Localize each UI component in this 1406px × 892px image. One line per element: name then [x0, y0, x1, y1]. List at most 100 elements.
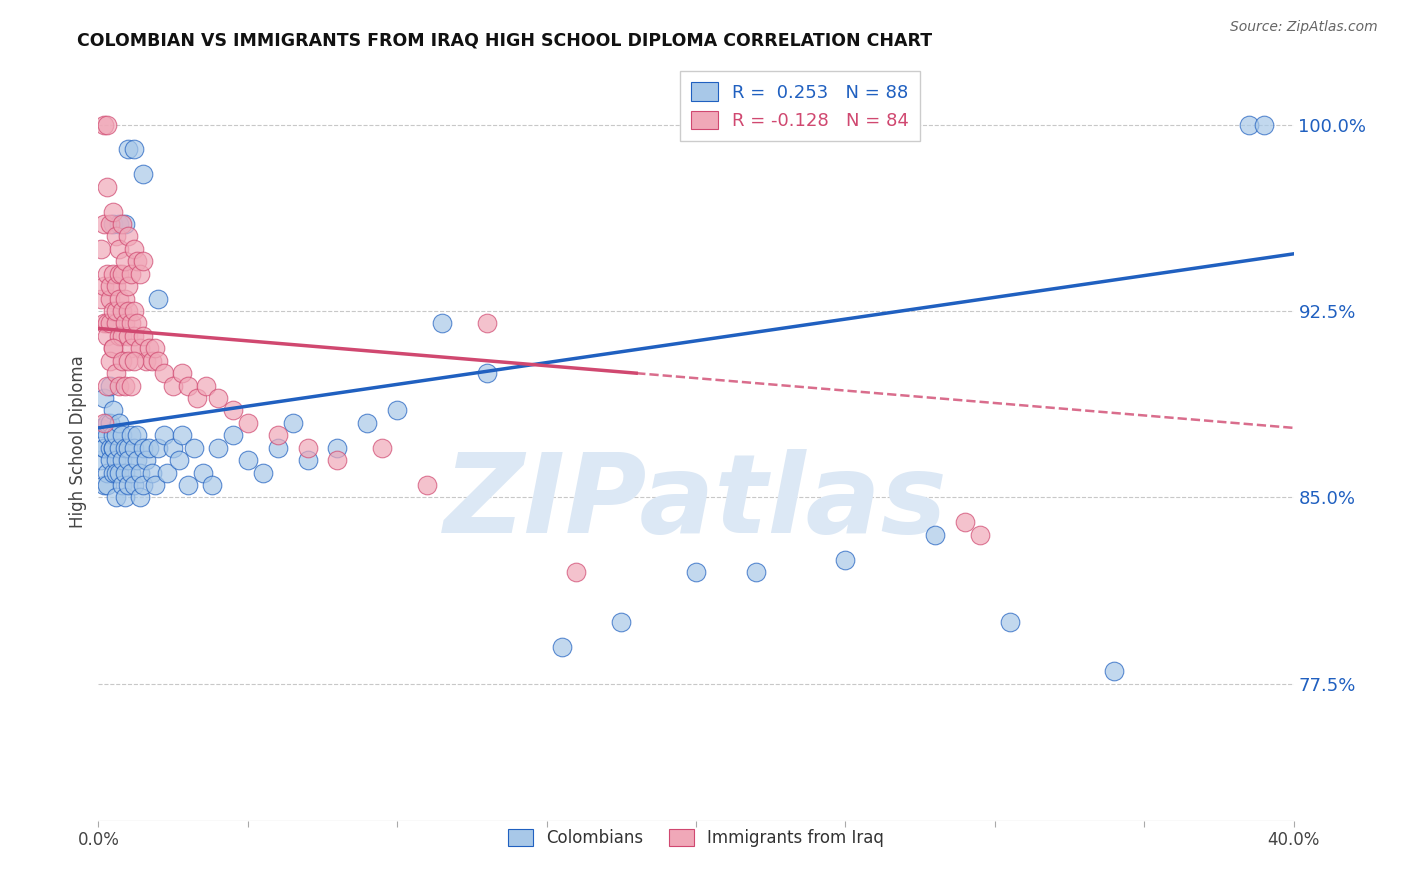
Point: [96, 428, 118, 442]
Point: [103, 304, 125, 318]
Point: [111, 267, 134, 281]
Point: [153, 428, 176, 442]
Point: [93, 441, 115, 455]
Point: [162, 441, 184, 455]
Point: [281, 416, 304, 430]
Legend: Colombians, Immigrants from Iraq: Colombians, Immigrants from Iraq: [502, 822, 890, 854]
Point: [111, 304, 134, 318]
Point: [96, 478, 118, 492]
Point: [129, 267, 152, 281]
Point: [475, 317, 498, 331]
Point: [98, 453, 122, 467]
Point: [103, 267, 125, 281]
Point: [297, 441, 319, 455]
Point: [172, 366, 194, 380]
Point: [186, 391, 208, 405]
Point: [105, 304, 128, 318]
Point: [111, 217, 134, 231]
Point: [114, 441, 136, 455]
Point: [108, 217, 131, 231]
Point: [834, 552, 856, 566]
Point: [105, 491, 128, 505]
Point: [132, 167, 155, 181]
Point: [96, 179, 118, 194]
Point: [252, 466, 274, 480]
Point: [153, 366, 176, 380]
Point: [117, 229, 139, 244]
Point: [111, 478, 134, 492]
Point: [98, 317, 122, 331]
Point: [236, 453, 259, 467]
Point: [117, 329, 139, 343]
Point: [326, 441, 349, 455]
Point: [103, 341, 125, 355]
Point: [129, 341, 152, 355]
Y-axis label: High School Diploma: High School Diploma: [69, 355, 87, 528]
Point: [108, 416, 131, 430]
Point: [201, 478, 224, 492]
Point: [129, 466, 152, 480]
Point: [222, 428, 245, 442]
Point: [96, 378, 118, 392]
Point: [969, 528, 991, 542]
Point: [135, 453, 157, 467]
Point: [103, 403, 125, 417]
Point: [108, 329, 131, 343]
Point: [132, 329, 155, 343]
Point: [114, 466, 136, 480]
Point: [267, 428, 290, 442]
Point: [924, 528, 946, 542]
Point: [141, 466, 163, 480]
Point: [195, 378, 218, 392]
Point: [98, 441, 122, 455]
Point: [96, 267, 118, 281]
Point: [96, 118, 118, 132]
Point: [93, 478, 115, 492]
Point: [124, 304, 146, 318]
Point: [90, 453, 112, 467]
Point: [105, 279, 128, 293]
Point: [103, 428, 125, 442]
Point: [98, 353, 122, 368]
Point: [430, 317, 453, 331]
Point: [93, 317, 115, 331]
Point: [117, 279, 139, 293]
Point: [953, 516, 976, 530]
Point: [111, 353, 134, 368]
Point: [385, 403, 409, 417]
Point: [156, 466, 179, 480]
Point: [167, 453, 190, 467]
Point: [124, 242, 146, 256]
Point: [96, 466, 118, 480]
Point: [105, 366, 128, 380]
Point: [103, 204, 125, 219]
Point: [98, 378, 122, 392]
Point: [117, 353, 139, 368]
Point: [565, 565, 588, 579]
Point: [114, 292, 136, 306]
Point: [117, 453, 139, 467]
Point: [132, 254, 155, 268]
Point: [117, 478, 139, 492]
Text: ZIPatlas: ZIPatlas: [444, 449, 948, 556]
Point: [371, 441, 394, 455]
Point: [127, 317, 149, 331]
Point: [90, 421, 112, 435]
Point: [108, 292, 131, 306]
Point: [105, 466, 128, 480]
Point: [207, 441, 229, 455]
Point: [148, 292, 170, 306]
Point: [90, 242, 112, 256]
Point: [93, 441, 115, 455]
Point: [685, 565, 707, 579]
Point: [1237, 118, 1260, 132]
Point: [124, 329, 146, 343]
Point: [120, 317, 142, 331]
Point: [98, 217, 122, 231]
Point: [93, 118, 115, 132]
Point: [172, 428, 194, 442]
Point: [105, 317, 128, 331]
Point: [114, 378, 136, 392]
Point: [610, 615, 633, 629]
Point: [96, 329, 118, 343]
